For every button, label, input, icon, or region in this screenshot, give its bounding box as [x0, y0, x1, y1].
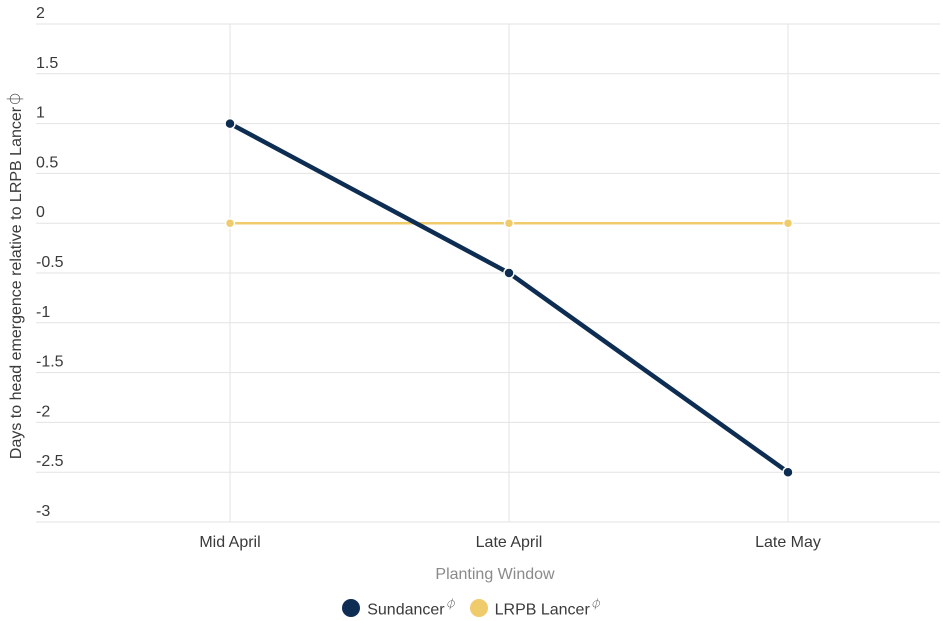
grid [36, 23, 940, 523]
series-lines [224, 117, 794, 478]
x-tick-label: Mid April [199, 534, 260, 551]
y-tick-label: -0.5 [36, 254, 64, 271]
data-point[interactable] [782, 466, 794, 478]
y-axis-title: Days to head emergence relative to LRPB … [6, 91, 25, 459]
data-point[interactable] [503, 217, 515, 229]
y-tick-label: -1 [36, 304, 50, 321]
legend: Sundancer⏀ LRPB Lancer⏀ [0, 596, 943, 619]
legend-swatch-icon [342, 598, 361, 617]
x-axis-ticks: Mid April Late April Late May [199, 534, 821, 551]
y-tick-label: -2 [36, 403, 50, 420]
y-tick-label: -1.5 [36, 354, 64, 371]
legend-item-lrpb-lancer[interactable]: LRPB Lancer⏀ [469, 596, 601, 619]
legend-label: Sundancer⏀ [367, 599, 456, 619]
y-tick-label: 2 [36, 5, 45, 22]
legend-label: LRPB Lancer⏀ [494, 599, 601, 619]
line-chart: 2 1.5 1 0.5 0 -0.5 -1 -1.5 -2 -2.5 -3 Mid April Lat… [6, 5, 940, 583]
y-tick-label: 0 [36, 204, 45, 221]
y-axis-ticks: 2 1.5 1 0.5 0 -0.5 -1 -1.5 -2 -2.5 -3 [36, 5, 64, 520]
data-point[interactable] [224, 217, 236, 229]
x-tick-label: Late April [476, 534, 543, 551]
y-tick-label: 0.5 [36, 154, 58, 171]
legend-item-sundancer[interactable]: Sundancer⏀ [342, 596, 456, 619]
y-tick-label: 1 [36, 105, 45, 122]
x-axis-title: Planting Window [435, 566, 555, 583]
legend-swatch-icon [469, 598, 488, 617]
data-point[interactable] [782, 217, 794, 229]
data-point[interactable] [503, 267, 515, 279]
y-tick-label: 1.5 [36, 55, 58, 72]
data-point[interactable] [224, 117, 236, 130]
y-tick-label: -2.5 [36, 453, 64, 470]
y-tick-label: -3 [36, 503, 50, 520]
x-tick-label: Late May [755, 534, 821, 551]
